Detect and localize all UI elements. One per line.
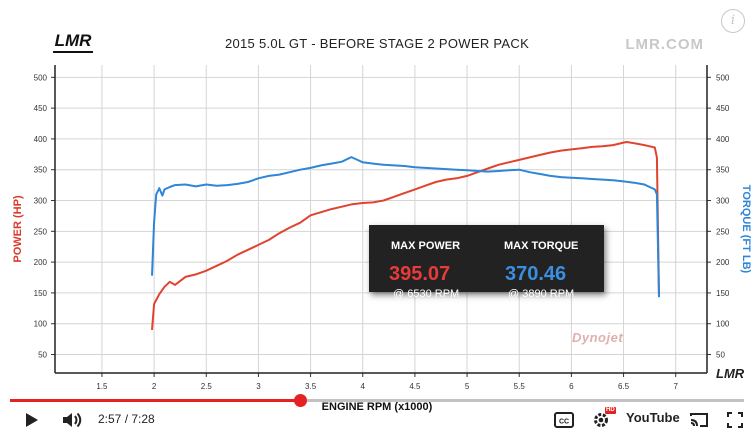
x-tick-label: 3 bbox=[256, 382, 261, 391]
y-tick-label-left: 450 bbox=[34, 104, 48, 113]
volume-icon[interactable] bbox=[58, 406, 88, 433]
dynojet-watermark: Dynojet bbox=[572, 330, 624, 345]
y-tick-label-left: 200 bbox=[34, 258, 48, 267]
lmr-logo: LMR bbox=[51, 30, 95, 53]
max-power-label: MAX POWER bbox=[391, 240, 461, 252]
chart-title: 2015 5.0L GT - BEFORE STAGE 2 POWER PACK bbox=[224, 36, 530, 51]
y-tick-label-right: 100 bbox=[716, 320, 730, 329]
x-tick-label: 3.5 bbox=[305, 382, 317, 391]
y-tick-label-left: 350 bbox=[34, 166, 48, 175]
x-tick-label: 5.5 bbox=[514, 382, 526, 391]
y-tick-label-left: 100 bbox=[34, 320, 48, 329]
cast-icon[interactable] bbox=[686, 406, 712, 433]
settings-icon[interactable] bbox=[588, 406, 614, 433]
player-controls: CC bbox=[0, 406, 754, 433]
y-tick-label-right: 500 bbox=[716, 73, 730, 82]
captions-icon[interactable]: CC bbox=[550, 406, 578, 433]
y-tick-label-right: 300 bbox=[716, 197, 730, 206]
scrubber-handle[interactable] bbox=[293, 394, 307, 407]
x-tick-label: 4 bbox=[361, 382, 366, 391]
x-axis-title: ENGINE RPM (x1000) bbox=[321, 401, 433, 413]
y-tick-label-left: 250 bbox=[34, 227, 48, 236]
x-tick-label: 7 bbox=[673, 382, 678, 391]
progress-fill bbox=[10, 399, 300, 402]
y-axis-title-right: TORQUE (FT LB) bbox=[740, 185, 752, 274]
y-tick-label-left: 400 bbox=[34, 135, 48, 144]
max-stats-box: MAX POWER MAX TORQUE 395.07 370.46 @ 653… bbox=[369, 225, 604, 300]
y-tick-label-left: 500 bbox=[34, 73, 48, 82]
x-tick-label: 2.5 bbox=[201, 382, 213, 391]
max-torque-value: 370.46 bbox=[505, 263, 567, 285]
series-line-power bbox=[151, 141, 660, 330]
fullscreen-icon[interactable] bbox=[722, 406, 748, 433]
info-icon[interactable]: i bbox=[721, 9, 745, 33]
y-tick-label-right: 50 bbox=[716, 351, 725, 360]
y-tick-label-left: 300 bbox=[34, 197, 48, 206]
x-tick-label: 2 bbox=[152, 382, 157, 391]
corner-lmr-logo: LMR bbox=[716, 366, 745, 381]
time-display: 2:57 / 7:28 bbox=[98, 412, 155, 426]
y-tick-label-right: 400 bbox=[716, 135, 730, 144]
x-tick-label: 5 bbox=[465, 382, 470, 391]
series-line-torque bbox=[151, 156, 660, 298]
y-tick-label-right: 200 bbox=[716, 258, 730, 267]
max-torque-rpm: @ 3890 RPM bbox=[508, 288, 575, 300]
max-power-rpm: @ 6530 RPM bbox=[393, 288, 460, 300]
x-tick-label: 6 bbox=[569, 382, 574, 391]
y-tick-label-right: 150 bbox=[716, 289, 730, 298]
x-tick-label: 1.5 bbox=[96, 382, 108, 391]
y-tick-label-right: 250 bbox=[716, 227, 730, 236]
max-power-value: 395.07 bbox=[389, 263, 451, 285]
youtube-logo[interactable]: YouTube bbox=[626, 410, 680, 425]
plot-area bbox=[55, 65, 707, 373]
y-tick-label-left: 50 bbox=[38, 351, 47, 360]
max-torque-label: MAX TORQUE bbox=[504, 240, 579, 252]
chart-grid bbox=[55, 65, 707, 373]
play-icon[interactable] bbox=[18, 406, 46, 433]
x-tick-label: 4.5 bbox=[409, 382, 421, 391]
cc-label: CC bbox=[559, 418, 569, 425]
chart-series bbox=[151, 141, 660, 330]
y-tick-label-right: 350 bbox=[716, 166, 730, 175]
x-tick-label: 6.5 bbox=[618, 382, 630, 391]
hd-badge: HD bbox=[605, 407, 616, 414]
y-tick-label-left: 150 bbox=[34, 289, 48, 298]
logo-text: LMR bbox=[55, 31, 93, 50]
y-tick-label-right: 450 bbox=[716, 104, 730, 113]
progress-bar[interactable] bbox=[10, 394, 744, 407]
y-axis-title-left: POWER (HP) bbox=[12, 195, 24, 263]
site-label: LMR.COM bbox=[625, 36, 704, 53]
